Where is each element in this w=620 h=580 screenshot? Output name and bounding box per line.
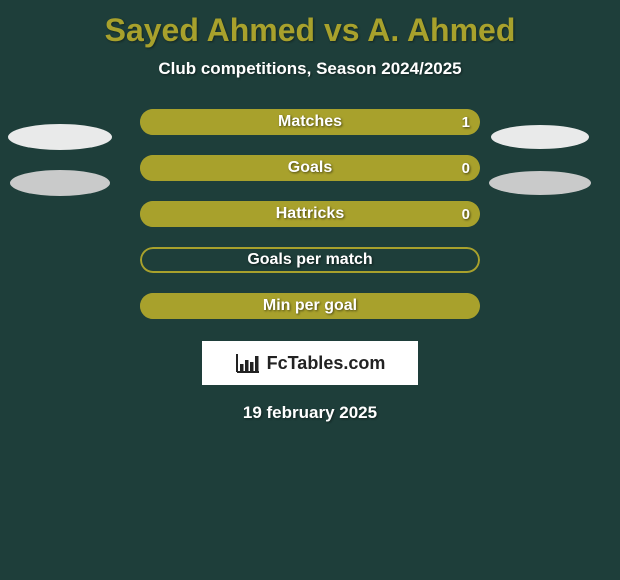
decorative-ellipse: [10, 170, 110, 196]
stat-row: Goals per match: [140, 247, 480, 273]
logo-box: FcTables.com: [202, 341, 418, 385]
decorative-ellipse: [8, 124, 112, 150]
logo-text: FcTables.com: [267, 353, 386, 374]
comparison-page: Sayed Ahmed vs A. Ahmed Club competition…: [0, 0, 620, 580]
bar-chart-icon: [235, 352, 261, 374]
stat-value-right: 0: [462, 155, 470, 181]
stat-row: Goals0: [140, 155, 480, 181]
decorative-ellipse: [491, 125, 589, 149]
stat-row: Min per goal: [140, 293, 480, 319]
stat-value-right: 1: [462, 109, 470, 135]
stat-row: Matches1: [140, 109, 480, 135]
stat-row: Hattricks0: [140, 201, 480, 227]
subtitle: Club competitions, Season 2024/2025: [0, 59, 620, 79]
stat-value-right: 0: [462, 201, 470, 227]
stat-label: Goals: [140, 155, 480, 181]
stat-label: Min per goal: [140, 293, 480, 319]
date-line: 19 february 2025: [0, 403, 620, 423]
page-title: Sayed Ahmed vs A. Ahmed: [0, 0, 620, 49]
stat-label: Matches: [140, 109, 480, 135]
stat-label: Hattricks: [140, 201, 480, 227]
stat-label: Goals per match: [140, 247, 480, 273]
decorative-ellipse: [489, 171, 591, 195]
